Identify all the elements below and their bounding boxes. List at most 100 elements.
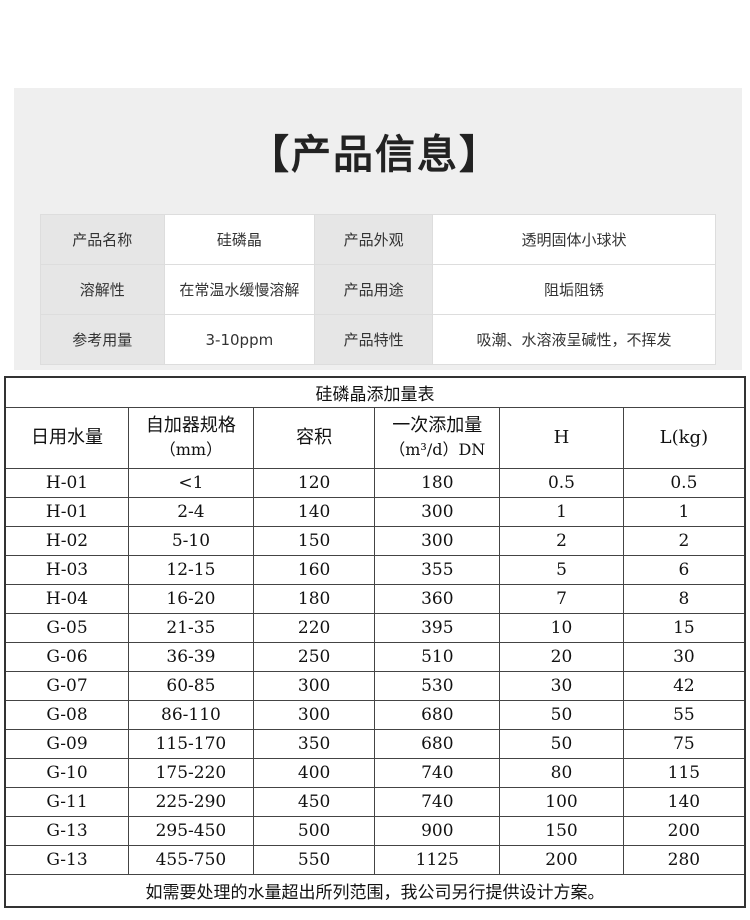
table-cell: 15: [622, 613, 746, 643]
table-cell: 300: [252, 700, 376, 730]
header-line: 一次添加量: [392, 415, 483, 436]
info-row: 参考用量 3-10ppm 产品特性 吸潮、水溶液呈碱性，不挥发: [40, 314, 717, 365]
table-cell: 200: [622, 816, 746, 846]
table-cell: H-01: [4, 468, 130, 498]
column-header: 自加器规格 （mm）: [128, 407, 254, 469]
header-line: L(kg): [659, 427, 709, 448]
table-row: G-13 455-750 550 1125 200 280: [4, 845, 746, 875]
table-cell: 100: [499, 787, 624, 817]
header-line: 自加器规格: [145, 415, 236, 436]
table-cell: G-11: [4, 787, 130, 817]
header-line: （mm）: [159, 440, 223, 459]
table-cell: H-04: [4, 584, 130, 614]
table-cell: 30: [622, 642, 746, 672]
dosage-table: 硅磷晶添加量表 日用水量 自加器规格 （mm） 容积 一次添加量 （m³/d）DN H L(k…: [4, 376, 746, 908]
table-cell: 395: [374, 613, 501, 643]
table-cell: 1: [499, 497, 624, 527]
table-cell: 300: [252, 671, 376, 701]
table-cell: 0.5: [499, 468, 624, 498]
table-cell: 355: [374, 555, 501, 585]
table-row: G-13 295-450 500 900 150 200: [4, 816, 746, 846]
table-cell: 1125: [374, 845, 501, 875]
info-label: 产品特性: [314, 314, 433, 365]
column-header: 一次添加量 （m³/d）DN: [374, 407, 501, 469]
table-cell: 50: [499, 729, 624, 759]
info-label: 产品用途: [314, 264, 433, 315]
table-cell: 250: [252, 642, 376, 672]
info-label: 参考用量: [40, 314, 165, 365]
product-info-table: 产品名称 硅磷晶 产品外观 透明固体小球状 溶解性 在常温水缓慢溶解 产品用途 阻垢阻锈 参考用…: [40, 214, 717, 365]
column-header: L(kg): [622, 407, 746, 469]
table-cell: 115-170: [128, 729, 254, 759]
table-cell: G-06: [4, 642, 130, 672]
table-row: G-09 115-170 350 680 50 75: [4, 729, 746, 759]
table-row: H-03 12-15 160 355 5 6: [4, 555, 746, 585]
table-cell: 180: [252, 584, 376, 614]
table-cell: 8: [622, 584, 746, 614]
table-cell: 80: [499, 758, 624, 788]
table-cell: H-01: [4, 497, 130, 527]
table-row: G-10 175-220 400 740 80 115: [4, 758, 746, 788]
table-cell: G-10: [4, 758, 130, 788]
table-cell: 740: [374, 758, 501, 788]
table-cell: G-13: [4, 816, 130, 846]
column-header: 容积: [252, 407, 376, 469]
table-cell: 5: [499, 555, 624, 585]
table-cell: 140: [252, 497, 376, 527]
table-row: G-05 21-35 220 395 10 15: [4, 613, 746, 643]
table-cell: 10: [499, 613, 624, 643]
table-cell: 455-750: [128, 845, 254, 875]
table-cell: 150: [252, 526, 376, 556]
info-row: 溶解性 在常温水缓慢溶解 产品用途 阻垢阻锈: [40, 264, 717, 315]
table-cell: 120: [252, 468, 376, 498]
info-label: 溶解性: [40, 264, 165, 315]
table-cell: 6: [622, 555, 746, 585]
table-cell: 680: [374, 729, 501, 759]
table-row: G-07 60-85 300 530 30 42: [4, 671, 746, 701]
table-cell: 1: [622, 497, 746, 527]
info-label: 产品名称: [40, 214, 165, 265]
table-cell: 225-290: [128, 787, 254, 817]
info-value: 阻垢阻锈: [431, 264, 717, 315]
header-line: （m³/d）DN: [389, 440, 486, 459]
table-cell: 150: [499, 816, 624, 846]
table-title: 硅磷晶添加量表: [4, 376, 746, 408]
table-cell: H-03: [4, 555, 130, 585]
table-footer-note: 如需要处理的水量超出所列范围，我公司另行提供设计方案。: [4, 874, 746, 908]
table-cell: 450: [252, 787, 376, 817]
table-cell: 2: [499, 526, 624, 556]
header-row: 日用水量 自加器规格 （mm） 容积 一次添加量 （m³/d）DN H L(kg): [4, 407, 746, 469]
header-line: 容积: [296, 427, 333, 448]
table-cell: <1: [128, 468, 254, 498]
info-row: 产品名称 硅磷晶 产品外观 透明固体小球状: [40, 214, 717, 265]
table-cell: 5-10: [128, 526, 254, 556]
table-cell: 300: [374, 497, 501, 527]
table-cell: 30: [499, 671, 624, 701]
table-cell: H-02: [4, 526, 130, 556]
table-cell: G-13: [4, 845, 130, 875]
info-value: 在常温水缓慢溶解: [163, 264, 316, 315]
table-cell: 2: [622, 526, 746, 556]
table-cell: 42: [622, 671, 746, 701]
table-cell: 400: [252, 758, 376, 788]
table-cell: 350: [252, 729, 376, 759]
table-cell: 200: [499, 845, 624, 875]
table-cell: 7: [499, 584, 624, 614]
table-cell: G-08: [4, 700, 130, 730]
table-cell: 550: [252, 845, 376, 875]
column-header: 日用水量: [4, 407, 130, 469]
table-cell: G-09: [4, 729, 130, 759]
table-cell: 0.5: [622, 468, 746, 498]
table-cell: 21-35: [128, 613, 254, 643]
table-row: H-01 2-4 140 300 1 1: [4, 497, 746, 527]
header-line: H: [553, 427, 570, 448]
page-title: 【产品信息】: [249, 132, 501, 178]
table-cell: G-05: [4, 613, 130, 643]
header-line: 日用水量: [31, 427, 104, 448]
table-row: H-02 5-10 150 300 2 2: [4, 526, 746, 556]
table-row: H-01 <1 120 180 0.5 0.5: [4, 468, 746, 498]
table-cell: 115: [622, 758, 746, 788]
table-cell: 75: [622, 729, 746, 759]
info-value: 3-10ppm: [163, 314, 316, 365]
table-cell: G-07: [4, 671, 130, 701]
